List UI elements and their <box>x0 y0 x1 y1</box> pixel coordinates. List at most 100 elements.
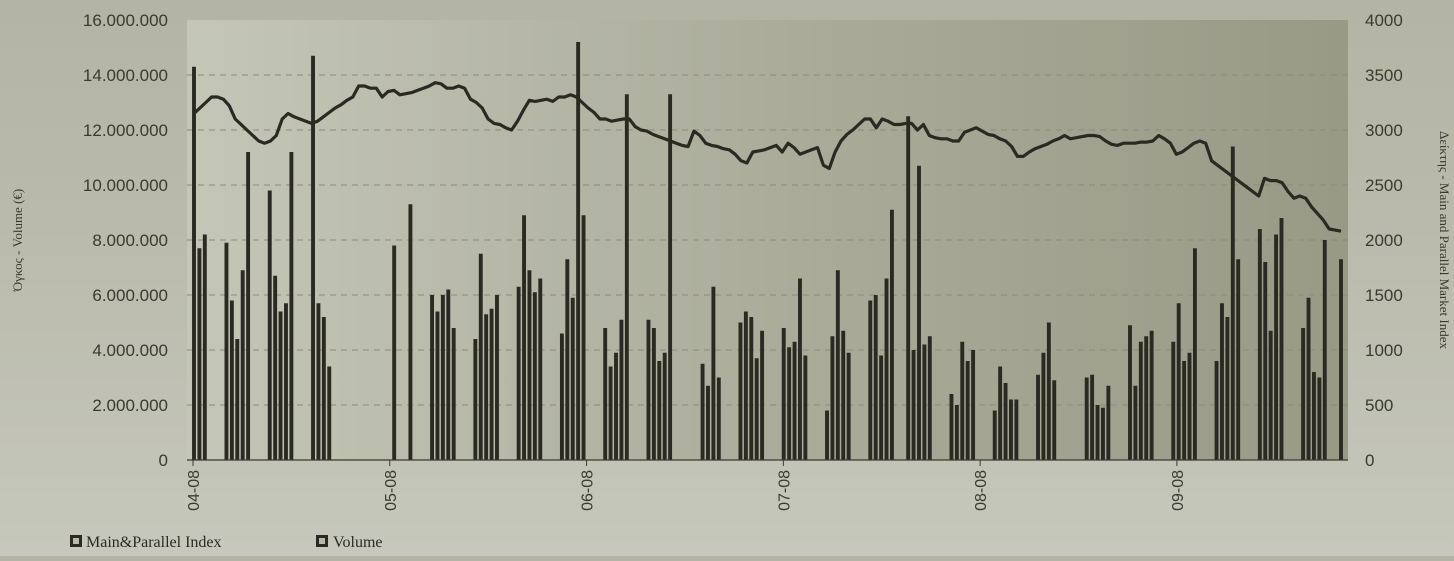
x-tick-label: 08-08 <box>973 470 990 511</box>
y-right-tick-label: 1500 <box>1365 286 1403 305</box>
volume-bar <box>1317 377 1322 460</box>
volume-bar <box>1036 374 1040 460</box>
volume-bar <box>803 355 808 460</box>
volume-bar <box>408 204 413 460</box>
volume-bar <box>316 303 321 460</box>
volume-bar <box>619 319 624 460</box>
volume-bar <box>1257 229 1262 460</box>
volume-bar <box>1214 361 1219 460</box>
volume-bar <box>392 245 397 460</box>
volume-bar <box>1046 322 1051 460</box>
y-right-tick-label: 3000 <box>1365 121 1403 140</box>
y-left-tick-label: 14.000.000 <box>83 66 168 85</box>
volume-bar <box>240 270 245 460</box>
volume-bar <box>1003 383 1008 460</box>
volume-bar <box>532 292 537 460</box>
volume-bar <box>484 314 489 460</box>
volume-bar <box>657 361 662 460</box>
volume-bar <box>473 339 478 460</box>
volume-bar <box>743 311 748 460</box>
y-right-tick-label: 3500 <box>1365 66 1403 85</box>
volume-bar <box>478 253 483 460</box>
volume-bar <box>192 66 196 460</box>
volume-bar <box>267 190 272 460</box>
legend-label-volume: Volume <box>333 534 382 551</box>
volume-bar <box>246 152 251 460</box>
volume-bar <box>716 377 721 460</box>
volume-bar <box>1306 297 1311 460</box>
index-line <box>192 81 1342 233</box>
y-left-tick-label: 2.000.000 <box>92 396 168 415</box>
volume-bar <box>1230 146 1235 460</box>
volume-bar <box>781 328 786 460</box>
volume-bar <box>495 295 499 460</box>
volume-bar <box>1236 259 1241 460</box>
right-axis-title: Δείκτης - Main and Parallel Market Index <box>1437 131 1452 349</box>
volume-bar <box>927 336 932 460</box>
x-tick-label: 04-08 <box>186 470 203 511</box>
volume-bar <box>906 116 911 460</box>
volume-bar <box>559 333 564 460</box>
volume-bar <box>527 270 532 460</box>
volume-bar <box>1268 330 1273 460</box>
volume-bar <box>440 295 445 460</box>
volume-bar <box>1171 341 1176 460</box>
y-left-tick-label: 4.000.000 <box>92 341 168 360</box>
volume-bar <box>1192 248 1197 460</box>
volume-bar <box>841 330 846 460</box>
volume-bar <box>960 341 965 460</box>
volume-bar <box>954 405 959 460</box>
volume-bar <box>1052 380 1057 460</box>
volume-bar <box>451 328 456 460</box>
volume-bar <box>608 366 613 460</box>
volume-bar <box>1220 303 1224 460</box>
volume-bar <box>798 278 802 460</box>
volume-bar <box>435 311 440 460</box>
volume-bar <box>873 295 878 460</box>
volume-bar <box>917 165 921 460</box>
volume-bar <box>1312 372 1316 460</box>
volume-bar <box>949 394 954 460</box>
volume-bar <box>971 350 976 460</box>
volume-bar <box>489 308 494 460</box>
volume-bar <box>646 319 651 460</box>
right-axis-ticks: 0 500 1000 1500 2000 2500 3000 3500 4000 <box>1365 11 1403 470</box>
x-tick-label: 05-08 <box>383 470 400 511</box>
volume-bar <box>1084 377 1089 460</box>
volume-bar <box>1225 317 1230 460</box>
volume-bar <box>1133 385 1138 460</box>
volume-bar <box>1009 399 1013 460</box>
y-left-tick-label: 12.000.000 <box>83 121 168 140</box>
volume-bar <box>522 215 526 460</box>
volume-bar <box>229 300 234 460</box>
volume-bar <box>792 341 797 460</box>
volume-bar <box>1095 405 1100 460</box>
volume-bar <box>700 363 705 460</box>
x-tick-label: 09-08 <box>1170 470 1187 511</box>
volume-bar <box>1041 352 1046 460</box>
volume-bar <box>668 94 673 460</box>
y-right-tick-label: 2000 <box>1365 231 1403 250</box>
volume-bar <box>1187 352 1192 460</box>
volume-bar <box>538 278 543 460</box>
volume-bar <box>576 42 581 460</box>
volume-bar <box>570 297 575 460</box>
volume-bar <box>754 358 759 460</box>
volume-bar <box>235 339 240 460</box>
volume-bar <box>711 286 716 460</box>
volume-bar <box>992 410 997 460</box>
volume-bar <box>603 328 608 460</box>
y-right-tick-label: 0 <box>1365 451 1374 470</box>
volume-bar <box>868 300 873 460</box>
volume-bar <box>787 347 792 460</box>
volume-bars <box>192 42 1343 460</box>
volume-bar <box>965 361 970 460</box>
volume-bar <box>224 242 229 460</box>
volume-bar <box>202 234 207 460</box>
volume-bar <box>430 295 435 460</box>
x-tick-label: 07-08 <box>776 470 793 511</box>
y-left-tick-label: 8.000.000 <box>92 231 168 250</box>
volume-bar <box>1149 330 1154 460</box>
volume-bar <box>614 352 618 460</box>
